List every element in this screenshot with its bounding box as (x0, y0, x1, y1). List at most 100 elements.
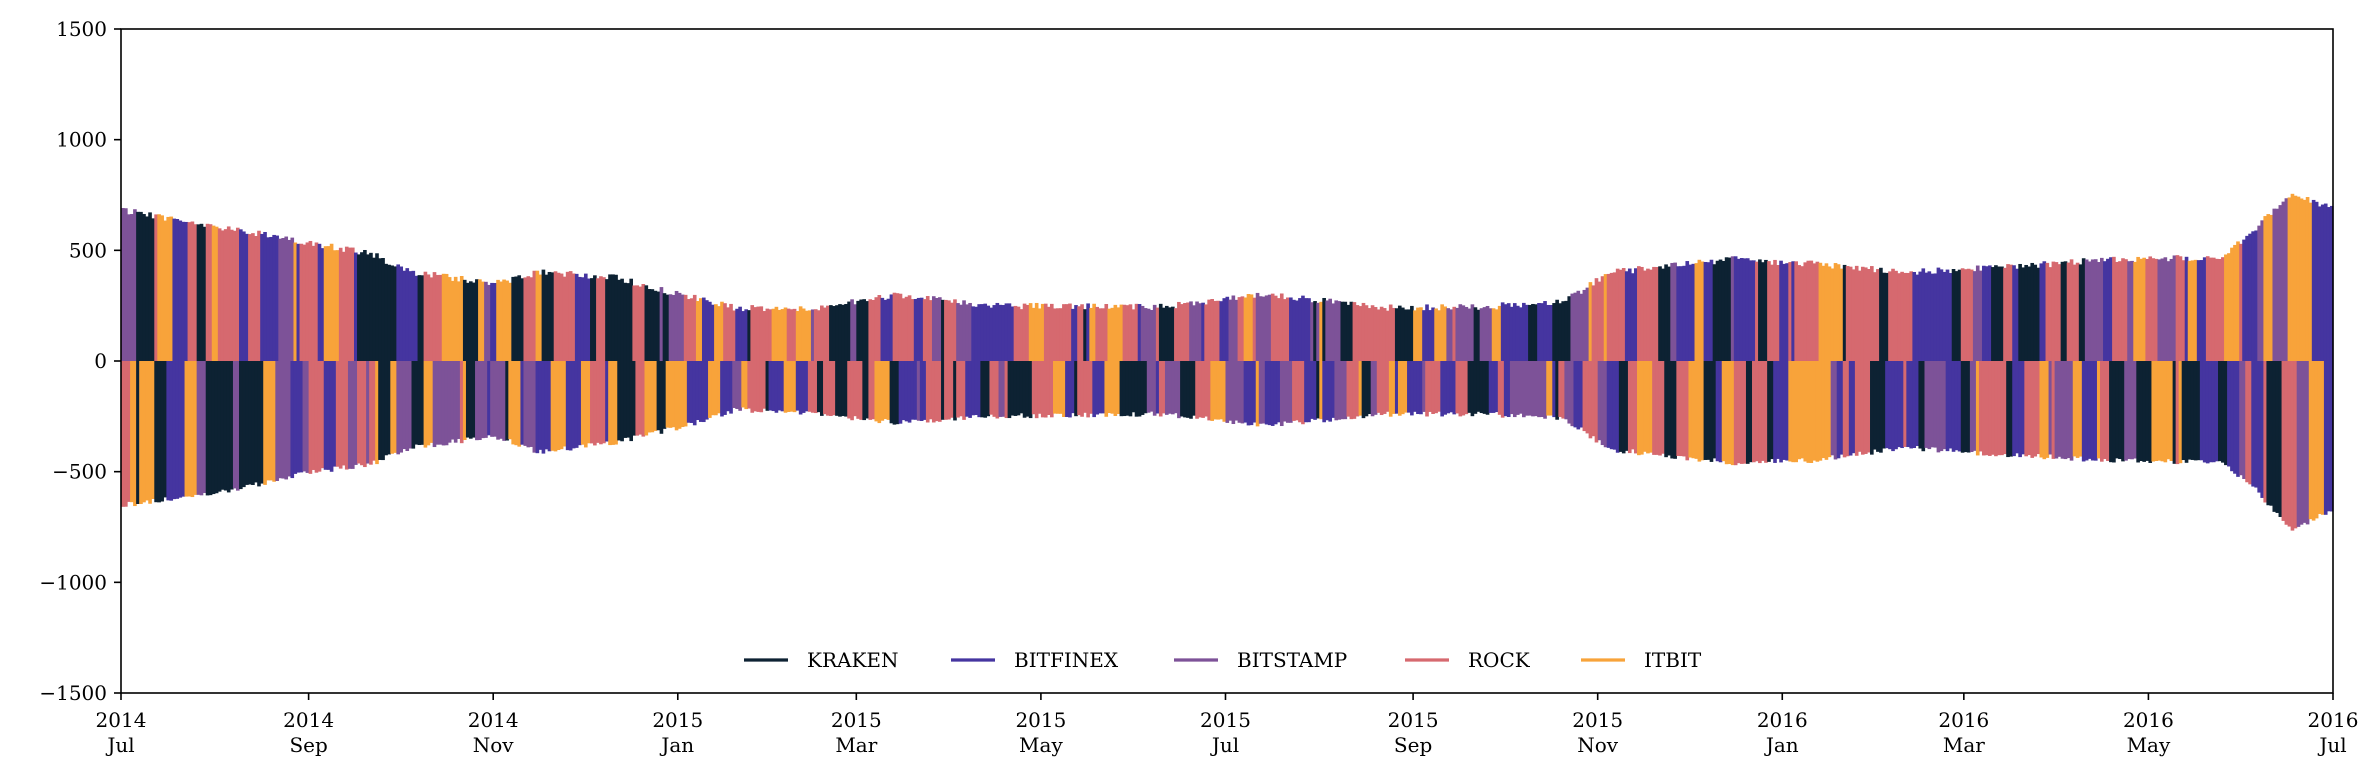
bar-negative (1419, 361, 1423, 415)
bar-positive (493, 283, 497, 361)
x-tick-label-year: 2015 (1572, 708, 1623, 732)
bar-negative (2281, 361, 2286, 521)
bar-positive (1721, 261, 1726, 361)
x-tick-label-year: 2014 (283, 708, 334, 732)
bar-negative (1431, 361, 1435, 414)
bar-positive (417, 275, 422, 361)
bar-negative (807, 361, 812, 412)
bar-negative (820, 361, 824, 416)
bar-negative (1921, 361, 1926, 452)
bar-positive (768, 309, 773, 361)
bar-positive (1994, 265, 1998, 361)
bar-negative (1407, 361, 1411, 413)
bar-negative (953, 361, 957, 421)
bar-positive (235, 227, 240, 361)
bar-negative (1028, 361, 1033, 419)
bar-negative (1555, 361, 1559, 420)
bar-negative (1331, 361, 1336, 418)
bar-positive (2269, 214, 2274, 361)
bar-negative (1782, 361, 1786, 460)
bar-positive (1004, 303, 1009, 361)
bar-positive (1404, 309, 1408, 361)
bar-positive (2169, 258, 2174, 361)
bar-negative (868, 361, 873, 420)
bar-positive (1001, 305, 1006, 361)
bar-negative (1213, 361, 1218, 420)
bar-negative (248, 361, 252, 485)
bar-positive (1609, 272, 1614, 361)
bar-negative (695, 361, 700, 421)
bar-positive (2272, 208, 2277, 361)
bar-positive (2236, 241, 2240, 361)
bar-positive (2118, 261, 2122, 361)
bar-positive (2230, 247, 2234, 361)
bar-negative (1053, 361, 1057, 414)
bar-negative (1304, 361, 1308, 423)
bar-negative (160, 361, 164, 502)
bar-negative (1724, 361, 1729, 465)
bar-positive (1464, 306, 1469, 361)
bar-positive (792, 308, 797, 361)
bar-negative (1597, 361, 1602, 441)
bar-positive (1452, 306, 1457, 361)
bar-negative (1155, 361, 1160, 414)
bar-negative (711, 361, 715, 416)
bar-negative (714, 361, 718, 416)
bar-positive (299, 243, 304, 361)
bar-positive (1276, 298, 1281, 361)
bar-positive (2000, 266, 2004, 361)
bar-positive (2100, 257, 2104, 361)
bar-negative (1525, 361, 1529, 416)
bar-negative (293, 361, 298, 474)
bar-negative (677, 361, 682, 429)
bar-negative (1897, 361, 1901, 448)
bar-positive (1997, 266, 2001, 361)
bar-positive (1086, 303, 1090, 361)
bar-positive (701, 297, 706, 361)
bar-positive (777, 309, 782, 361)
bar-positive (1706, 262, 1711, 361)
bar-positive (1458, 304, 1463, 361)
bar-negative (1422, 361, 1426, 412)
bar-negative (417, 361, 422, 446)
bar-negative (1721, 361, 1726, 462)
bar-positive (1546, 304, 1550, 361)
bar-positive (505, 280, 509, 361)
bar-negative (493, 361, 497, 437)
bar-negative (1267, 361, 1272, 426)
bar-negative (596, 361, 600, 443)
bar-negative (2115, 361, 2119, 459)
bar-negative (623, 361, 627, 438)
bar-positive (1400, 307, 1405, 361)
bar-negative (2054, 361, 2059, 459)
bar-negative (323, 361, 328, 470)
bar-positive (659, 287, 664, 361)
bar-negative (1679, 361, 1684, 457)
bar-positive (1615, 268, 1620, 361)
bar-positive (2036, 267, 2041, 361)
bar-positive (320, 248, 325, 361)
x-tick-label-month: May (2127, 733, 2171, 757)
bar-negative (708, 361, 712, 418)
bar-positive (1709, 259, 1714, 361)
bar-positive (795, 311, 800, 361)
bar-positive (1715, 260, 1720, 361)
bar-positive (1237, 297, 1242, 361)
bar-negative (1770, 361, 1774, 460)
bar-positive (1040, 303, 1045, 361)
bar-positive (338, 247, 343, 361)
bar-positive (974, 306, 978, 361)
bar-positive (1155, 307, 1160, 361)
bar-negative (1933, 361, 1938, 448)
bar-positive (665, 294, 670, 361)
bar-negative (2163, 361, 2168, 463)
bar-negative (1292, 361, 1296, 421)
bar-positive (1246, 294, 1251, 361)
bar-negative (2202, 361, 2207, 463)
bar-positive (447, 277, 452, 361)
bar-negative (1685, 361, 1690, 461)
bar-negative (1978, 361, 1983, 452)
bar-positive (1192, 305, 1196, 361)
bar-positive (1101, 308, 1106, 361)
